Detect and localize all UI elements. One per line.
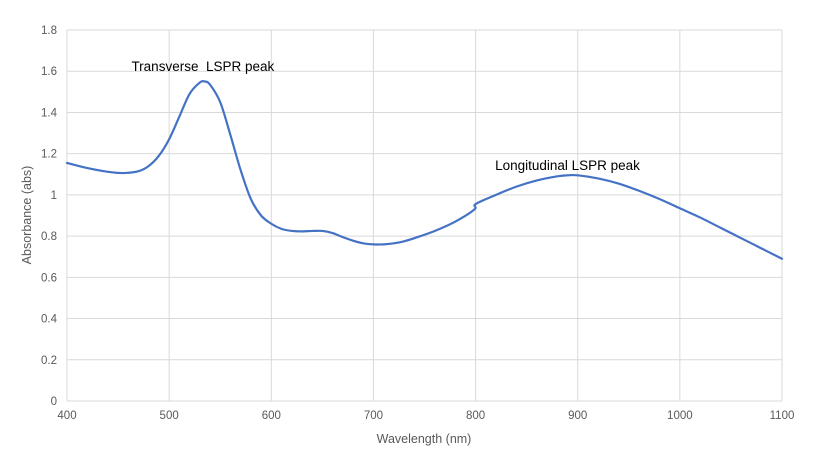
x-tick-label: 500 <box>160 410 179 422</box>
x-tick-label: 400 <box>57 410 76 422</box>
x-tick-label: 600 <box>262 410 281 422</box>
peak-annotation: Longitudinal LSPR peak <box>495 158 640 173</box>
y-tick-label: 1.2 <box>41 149 57 161</box>
x-axis-ticks: 400 500 600 700 800 900 1000 1100 <box>57 410 794 422</box>
y-axis-ticks: 0 0.2 0.4 0.6 0.8 1 1.2 1.4 1.6 1.8 <box>41 25 58 408</box>
absorbance-series-line <box>65 80 784 260</box>
y-tick-label: 1.4 <box>41 107 58 119</box>
x-tick-label: 1000 <box>667 410 693 422</box>
y-tick-label: 0.8 <box>41 231 57 243</box>
y-tick-label: 1.8 <box>41 25 57 37</box>
peak-annotation: Transverse LSPR peak <box>131 59 274 74</box>
y-tick-label: 0 <box>51 396 57 408</box>
y-tick-label: 0.2 <box>41 355 57 367</box>
y-tick-label: 1 <box>51 190 57 202</box>
y-tick-label: 0.6 <box>41 272 57 284</box>
annotations: Transverse LSPR peak Longitudinal LSPR pe… <box>131 59 640 173</box>
x-tick-label: 700 <box>364 410 383 422</box>
x-tick-label: 800 <box>466 410 485 422</box>
x-axis-title: Wavelength (nm) <box>377 432 472 446</box>
gridlines <box>66 29 783 402</box>
x-tick-label: 1100 <box>770 410 795 422</box>
y-tick-label: 0.4 <box>41 314 58 326</box>
y-tick-label: 1.6 <box>41 66 57 78</box>
series-layer <box>65 80 784 260</box>
y-axis-title: Absorbance (abs) <box>20 166 34 265</box>
x-tick-label: 900 <box>568 410 587 422</box>
